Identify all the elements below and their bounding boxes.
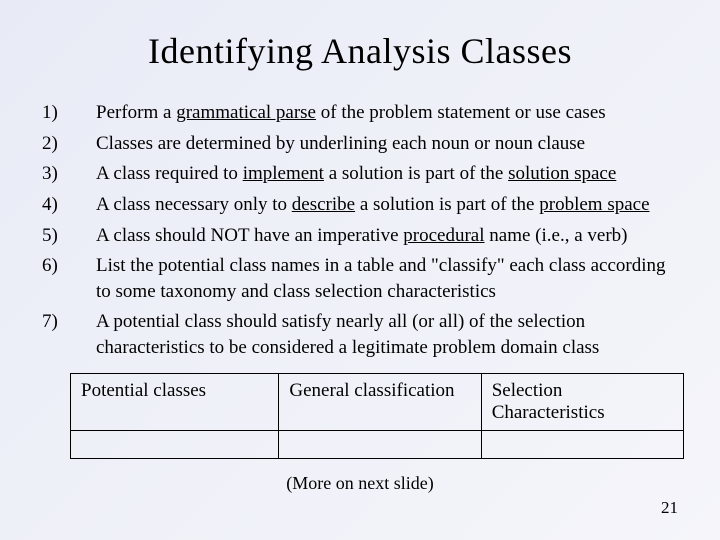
underlined-text: describe	[292, 194, 355, 215]
cell-empty-2	[481, 430, 683, 458]
text-run: of the problem statement or use cases	[316, 102, 606, 123]
col-header-2: Selection Characteristics	[481, 373, 683, 430]
list-item: 6)List the potential class names in a ta…	[42, 253, 678, 304]
table-header-row: Potential classes General classification…	[71, 373, 684, 430]
list-text: Classes are determined by underlining ea…	[96, 131, 678, 157]
list-text: A class required to implement a solution…	[96, 161, 678, 187]
list-item: 3)A class required to implement a soluti…	[42, 161, 678, 187]
list-text: A potential class should satisfy nearly …	[96, 309, 678, 360]
underlined-text: procedural	[403, 225, 484, 246]
text-run: A class required to	[96, 163, 243, 184]
text-run: a solution is part of the	[355, 194, 539, 215]
list-number: 5)	[42, 223, 96, 249]
cell-empty-1	[279, 430, 481, 458]
text-run: name (i.e., a verb)	[485, 225, 628, 246]
classification-table: Potential classes General classification…	[70, 373, 684, 459]
text-run: A class necessary only to	[96, 194, 292, 215]
cell-empty-0	[71, 430, 279, 458]
text-run: a solution is part of the	[324, 163, 508, 184]
list-number: 6)	[42, 253, 96, 304]
numbered-list: 1)Perform a grammatical parse of the pro…	[42, 100, 678, 361]
list-item: 5)A class should NOT have an imperative …	[42, 223, 678, 249]
list-number: 7)	[42, 309, 96, 360]
underlined-text: problem space	[539, 194, 649, 215]
col-header-0: Potential classes	[71, 373, 279, 430]
list-item: 7)A potential class should satisfy nearl…	[42, 309, 678, 360]
page-number: 21	[661, 498, 678, 518]
text-run: A class should NOT have an imperative	[96, 225, 403, 246]
list-number: 1)	[42, 100, 96, 126]
list-text: Perform a grammatical parse of the probl…	[96, 100, 678, 126]
slide-title: Identifying Analysis Classes	[42, 30, 678, 72]
footer-note: (More on next slide)	[42, 473, 678, 494]
list-text: List the potential class names in a tabl…	[96, 253, 678, 304]
underlined-text: implement	[243, 163, 324, 184]
text-run: Classes are determined by underlining ea…	[96, 133, 585, 154]
col-header-1: General classification	[279, 373, 481, 430]
list-item: 4)A class necessary only to describe a s…	[42, 192, 678, 218]
table-empty-row	[71, 430, 684, 458]
underlined-text: solution space	[508, 163, 616, 184]
list-item: 1)Perform a grammatical parse of the pro…	[42, 100, 678, 126]
list-item: 2)Classes are determined by underlining …	[42, 131, 678, 157]
underlined-text: grammatical parse	[176, 102, 316, 123]
list-text: A class should NOT have an imperative pr…	[96, 223, 678, 249]
list-number: 2)	[42, 131, 96, 157]
text-run: List the potential class names in a tabl…	[96, 255, 665, 302]
text-run: A potential class should satisfy nearly …	[96, 311, 599, 358]
list-text: A class necessary only to describe a sol…	[96, 192, 678, 218]
list-number: 3)	[42, 161, 96, 187]
slide: Identifying Analysis Classes 1)Perform a…	[0, 0, 720, 540]
list-number: 4)	[42, 192, 96, 218]
text-run: Perform a	[96, 102, 176, 123]
